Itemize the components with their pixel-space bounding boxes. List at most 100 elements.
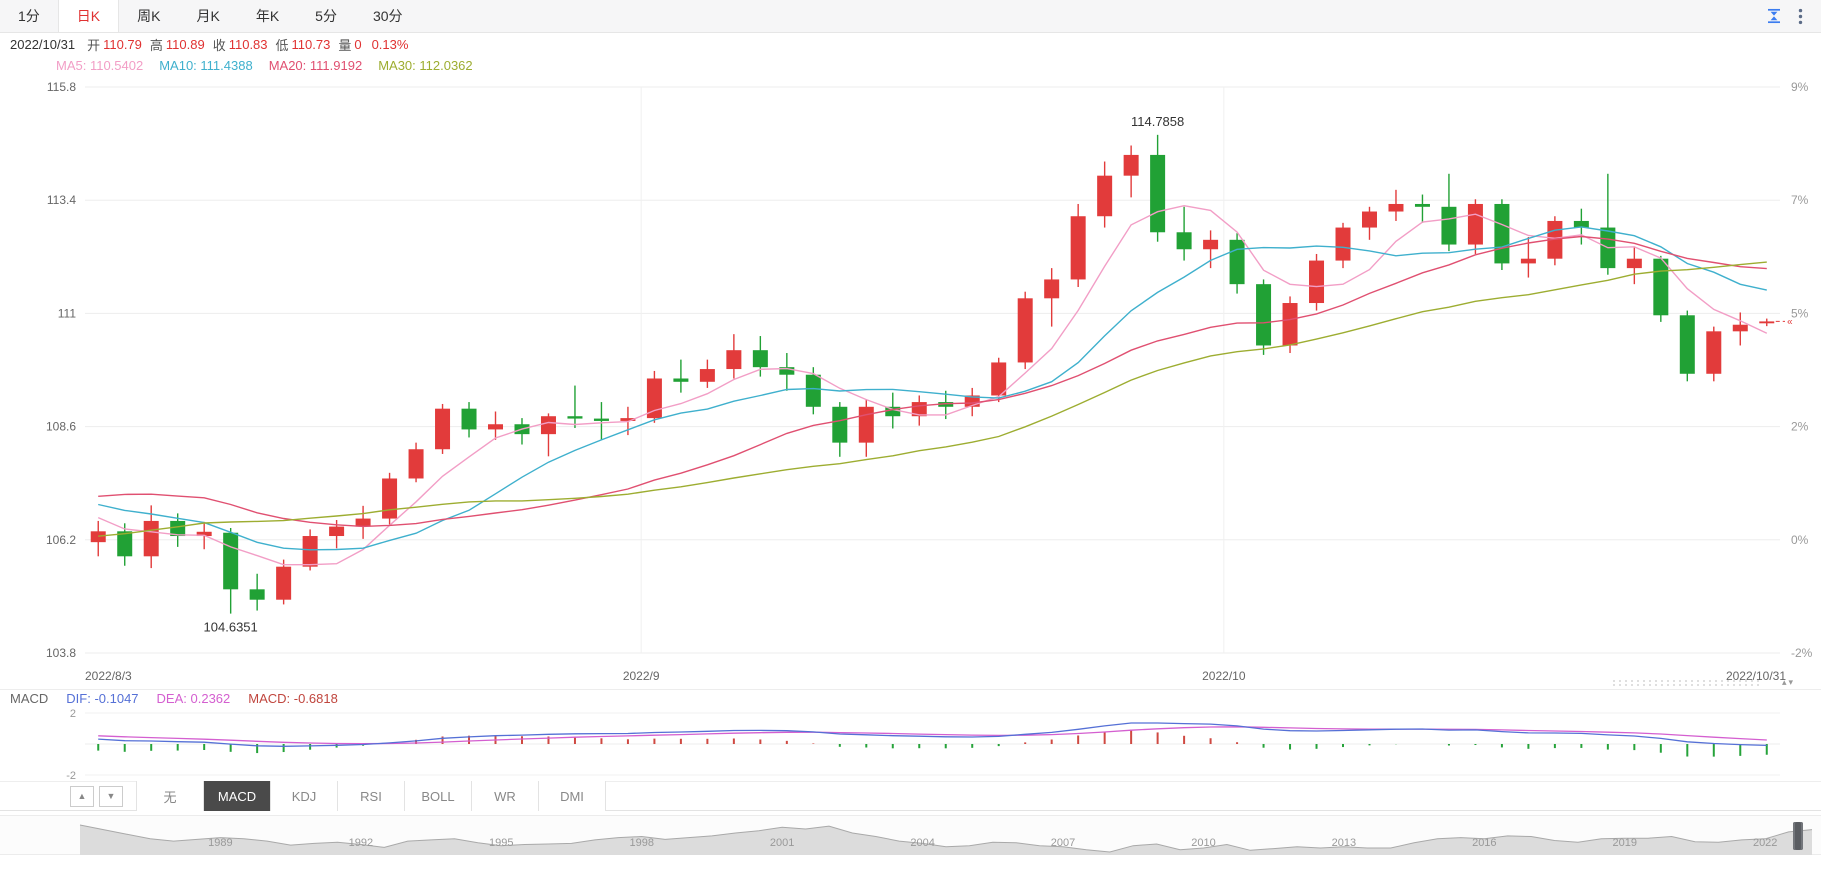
quote-date: 2022/10/31	[10, 36, 76, 52]
candle[interactable]	[646, 370, 662, 423]
candle[interactable]	[249, 573, 265, 611]
candle[interactable]	[1017, 291, 1033, 370]
candle[interactable]	[991, 357, 1007, 403]
candle[interactable]	[1494, 199, 1510, 271]
candle[interactable]	[1600, 173, 1616, 275]
candle[interactable]	[435, 403, 451, 454]
indicator-tab-3[interactable]: RSI	[338, 781, 405, 811]
x-axis-row: ▴▾ 2022/8/3 2022/9 2022/10 2022/10/31	[0, 665, 1821, 689]
candle[interactable]	[885, 392, 901, 429]
candle[interactable]	[1653, 255, 1669, 322]
nav-year-label: 2007	[1050, 837, 1076, 849]
x-axis-label: 2022/8/3	[85, 669, 132, 683]
candle[interactable]	[673, 359, 689, 393]
candle[interactable]	[1256, 279, 1272, 355]
candle[interactable]	[117, 523, 133, 566]
candle[interactable]	[1123, 145, 1139, 198]
period-tab-4[interactable]: 年K	[255, 8, 280, 24]
candle[interactable]	[699, 359, 715, 388]
period-tab-5[interactable]: 5分	[315, 8, 337, 24]
candle[interactable]	[1229, 233, 1245, 294]
indicator-tab-2[interactable]: KDJ	[271, 781, 338, 811]
percent-axis-label: 9%	[1791, 80, 1809, 94]
quote-field-label: 低	[275, 37, 289, 53]
candle[interactable]	[90, 520, 106, 557]
candle[interactable]	[1547, 216, 1563, 266]
candle[interactable]	[726, 334, 742, 379]
indicator-tab-5[interactable]: WR	[472, 781, 539, 811]
ma10-line	[98, 226, 1767, 551]
candle[interactable]	[1176, 206, 1192, 261]
candle[interactable]	[540, 413, 556, 457]
macd-chart[interactable]: 2 -2	[0, 707, 1821, 781]
candle[interactable]	[1361, 206, 1377, 240]
candle[interactable]	[1679, 310, 1695, 382]
candle[interactable]	[858, 399, 874, 457]
candle[interactable]	[964, 387, 980, 417]
timeline-navigator[interactable]: 1989 1992 1995 1998 2001 2004 2007 2010 2013 2016…	[0, 815, 1821, 855]
period-tab-6[interactable]: 30分	[372, 8, 403, 24]
candle[interactable]	[223, 528, 239, 614]
x-axis-label: 2022/10/31	[1725, 669, 1786, 683]
timeline-overview-chart[interactable]	[0, 816, 1821, 856]
candle[interactable]	[1150, 134, 1166, 242]
nav-year-label: 2004	[910, 837, 935, 849]
ma-label-3: MA20: 111.9192	[268, 57, 363, 73]
ma-label-4: MA30: 112.0362	[378, 57, 473, 73]
candle[interactable]	[1441, 173, 1457, 252]
price-axis-label: 113.4	[47, 193, 76, 207]
candle[interactable]	[1282, 296, 1298, 354]
candle[interactable]	[1467, 199, 1483, 254]
candle[interactable]	[408, 442, 424, 483]
candle[interactable]	[1335, 222, 1351, 269]
quote-field-value: 0	[354, 36, 362, 52]
candlestick-chart[interactable]: 115.8 9% 113.4 7% 111 5% 108.6 2% 106.2 0% 103.8 -2…	[0, 75, 1821, 665]
panel-collapse-arrows[interactable]: ▴▾	[1781, 677, 1795, 687]
candle[interactable]	[1732, 312, 1748, 346]
candle[interactable]	[355, 505, 371, 539]
candle[interactable]	[779, 353, 795, 391]
indicator-move-down-button[interactable]: ▼	[99, 785, 123, 807]
nav-year-label: 2013	[1331, 837, 1357, 849]
ma-label-1: MA5: 110.5402	[56, 57, 144, 73]
navigator-handle[interactable]	[1793, 822, 1803, 850]
indicator-tab-4[interactable]: BOLL	[405, 781, 472, 811]
candle[interactable]	[276, 559, 292, 605]
indicator-tab-6[interactable]: DMI	[539, 781, 606, 811]
candle[interactable]	[752, 336, 768, 377]
candle[interactable]	[1203, 230, 1219, 269]
candle[interactable]	[1388, 189, 1404, 221]
candle[interactable]	[488, 411, 504, 440]
nav-year-label: 2016	[1472, 837, 1497, 849]
candle[interactable]	[1759, 318, 1775, 327]
more-menu-icon[interactable]	[1798, 8, 1803, 25]
indicator-move-up-button[interactable]: ▲	[70, 785, 94, 807]
candle[interactable]	[1626, 246, 1642, 285]
candle[interactable]	[911, 395, 927, 426]
indicator-tab-1[interactable]: MACD	[204, 781, 271, 811]
candle[interactable]	[593, 402, 609, 440]
percent-axis-label: 0%	[1791, 533, 1809, 547]
quote-field-label: 收	[212, 37, 226, 53]
candle[interactable]	[1706, 326, 1722, 382]
candle[interactable]	[461, 402, 477, 438]
candle[interactable]	[567, 385, 583, 429]
collapse-panels-icon[interactable]	[1766, 8, 1782, 24]
candle[interactable]	[1044, 268, 1060, 327]
candle[interactable]	[1097, 161, 1113, 228]
candle[interactable]	[1309, 253, 1325, 311]
candle[interactable]	[832, 402, 848, 457]
candle[interactable]	[1520, 236, 1536, 278]
period-tab-3[interactable]: 月K	[196, 8, 220, 24]
indicator-tab-0[interactable]: 无	[137, 781, 204, 811]
candle[interactable]	[382, 472, 398, 525]
period-tab-2[interactable]: 周K	[137, 8, 161, 24]
panel-resize-strip[interactable]	[1611, 679, 1761, 686]
candle[interactable]	[1070, 203, 1086, 287]
quote-info-bar: 2022/10/31 开 110.79 高 110.89 收 110.83 低 110.73 量…	[0, 33, 1821, 55]
period-tab-0[interactable]: 1分	[18, 8, 40, 24]
overview-line	[79, 824, 1813, 853]
period-tab-1[interactable]: 日K	[57, 0, 120, 32]
candle[interactable]	[805, 367, 821, 415]
candle[interactable]	[1414, 194, 1430, 223]
